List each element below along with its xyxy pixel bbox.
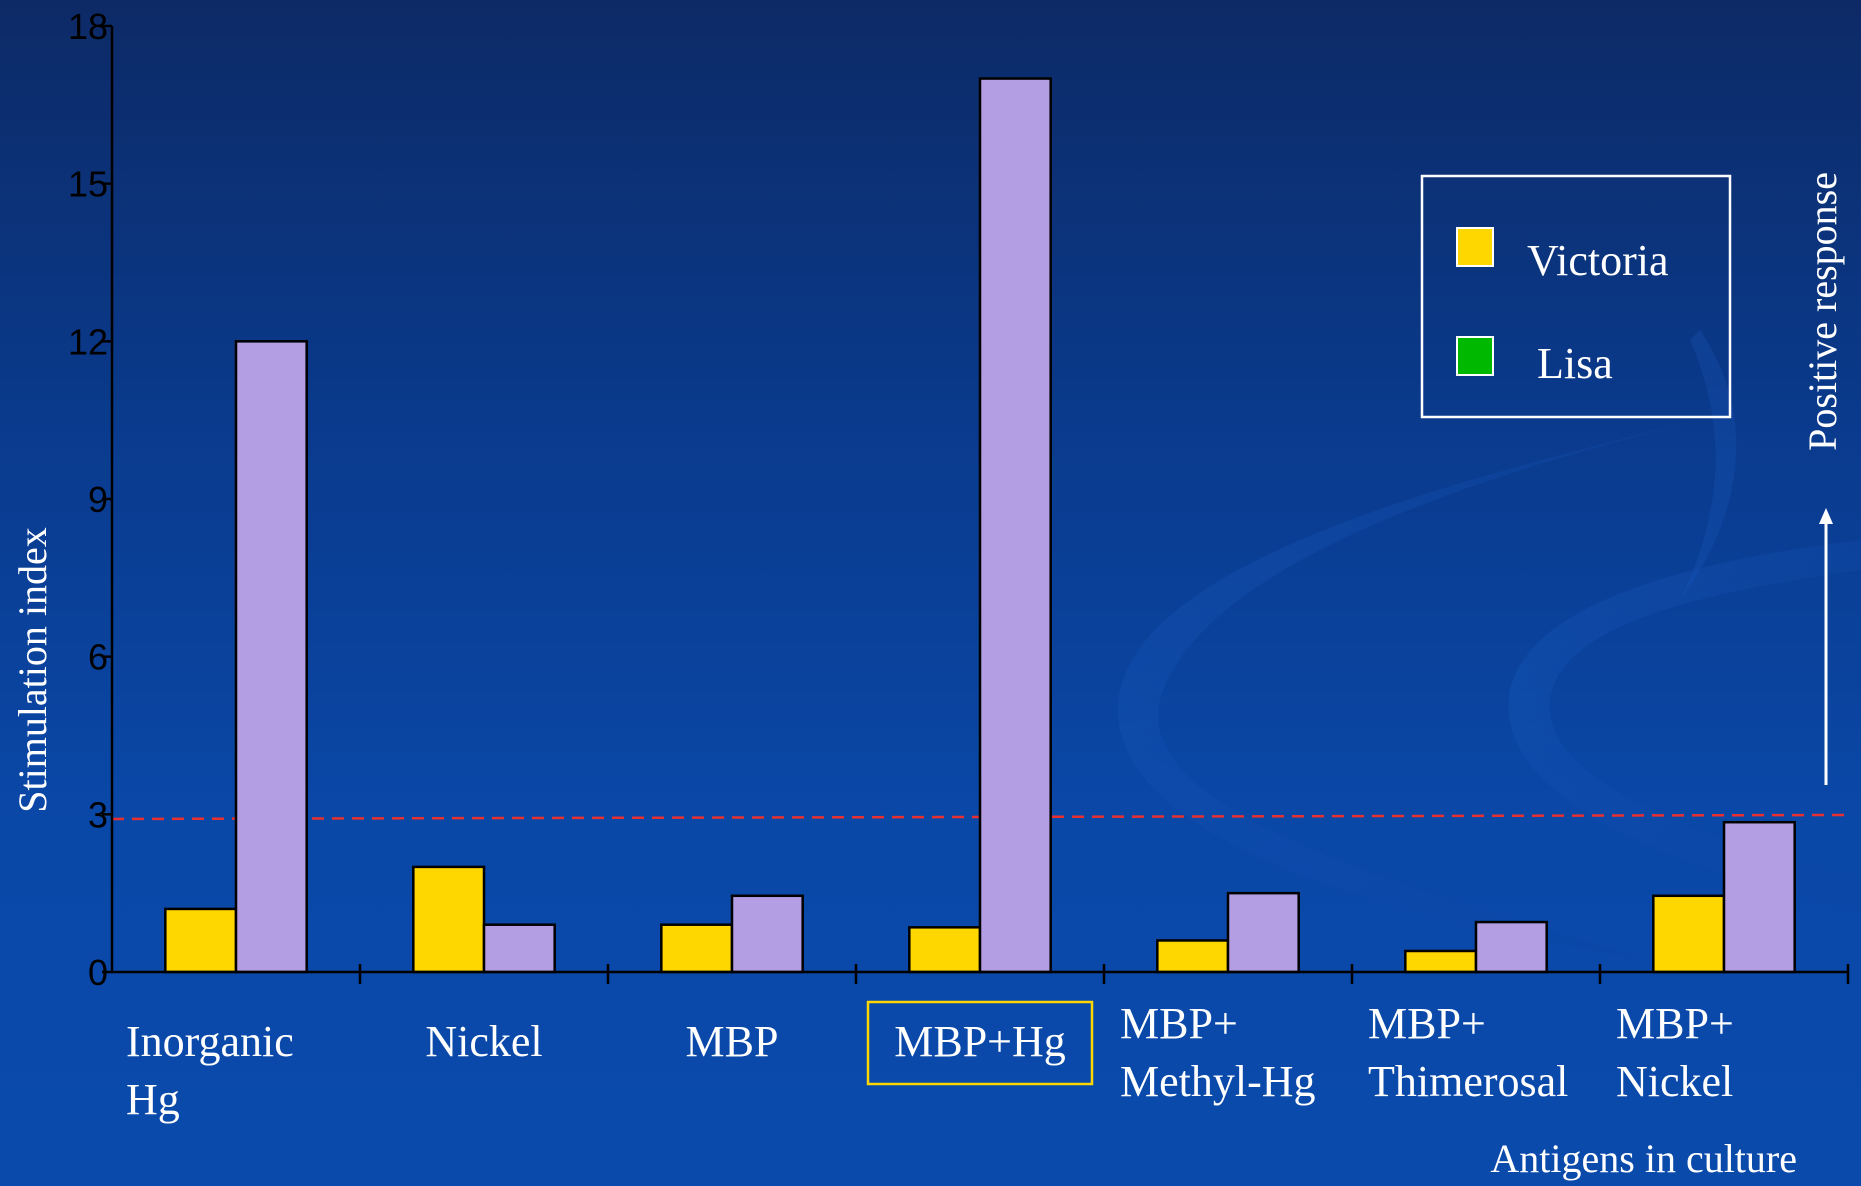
category-label-line: MBP+ (1368, 999, 1486, 1048)
y-tick-label: 0 (88, 952, 108, 993)
bar-lisa-1 (482, 923, 556, 974)
legend-swatch-victoria (1456, 227, 1494, 267)
bar-lisa-0 (234, 340, 308, 974)
positive-response-annotation: Positive response (1800, 172, 1845, 785)
background-decoration (1117, 330, 1861, 960)
category-label-3: MBP+Hg (866, 1000, 1094, 1086)
bar-victoria-5 (1404, 949, 1478, 974)
y-tick-label: 12 (68, 321, 108, 362)
bar-lisa-5 (1474, 920, 1548, 974)
legend-box (1420, 174, 1732, 419)
bar-victoria-0 (164, 907, 238, 974)
annotation-text: Positive response (1800, 172, 1845, 451)
category-label-line: MBP+Hg (894, 1017, 1066, 1066)
legend-label-lisa: Lisa (1537, 339, 1613, 388)
bar-victoria-2 (660, 923, 734, 974)
legend-swatch-lisa (1456, 336, 1494, 376)
category-label-line: Inorganic (126, 1017, 294, 1066)
y-axis-title: Stimulation index (10, 527, 55, 813)
bar-lisa-3 (978, 77, 1052, 974)
category-label-line: Nickel (1616, 1057, 1733, 1106)
bar-lisa-2 (730, 894, 804, 974)
y-tick-label: 6 (88, 637, 108, 678)
category-label-4: MBP+ Methyl-Hg (1120, 999, 1316, 1106)
category-label-line: Thimerosal (1368, 1057, 1568, 1106)
category-label-2: MBP (686, 1017, 779, 1066)
legend-label-victoria: Victoria (1527, 236, 1669, 285)
category-label-1: Nickel (425, 1017, 542, 1066)
bar-lisa-6 (1722, 820, 1796, 974)
y-tick-label: 3 (88, 794, 108, 835)
category-label-line: MBP+ (1120, 999, 1238, 1048)
bar-victoria-4 (1156, 939, 1230, 974)
y-tick-label: 15 (68, 164, 108, 205)
arrow-head-icon (1819, 508, 1833, 524)
category-label-0: Inorganic Hg (126, 1017, 294, 1124)
category-label-line: Hg (126, 1075, 180, 1124)
category-label-line: Methyl-Hg (1120, 1057, 1316, 1106)
y-tick-label: 9 (88, 479, 108, 520)
legend: Victoria Lisa (1420, 174, 1732, 419)
x-axis-title: Antigens in culture (1490, 1136, 1797, 1181)
category-label-6: MBP+ Nickel (1616, 999, 1734, 1106)
bar-victoria-3 (908, 926, 982, 974)
bar-victoria-6 (1652, 894, 1726, 974)
highlight-box (866, 1000, 1094, 1086)
category-label-line: MBP+ (1616, 999, 1734, 1048)
category-label-line: MBP (686, 1017, 779, 1066)
bar-lisa-4 (1226, 891, 1300, 974)
bar-victoria-1 (412, 865, 486, 974)
category-label-5: MBP+ Thimerosal (1368, 999, 1568, 1106)
y-tick-label: 18 (68, 6, 108, 47)
category-label-line: Nickel (425, 1017, 542, 1066)
